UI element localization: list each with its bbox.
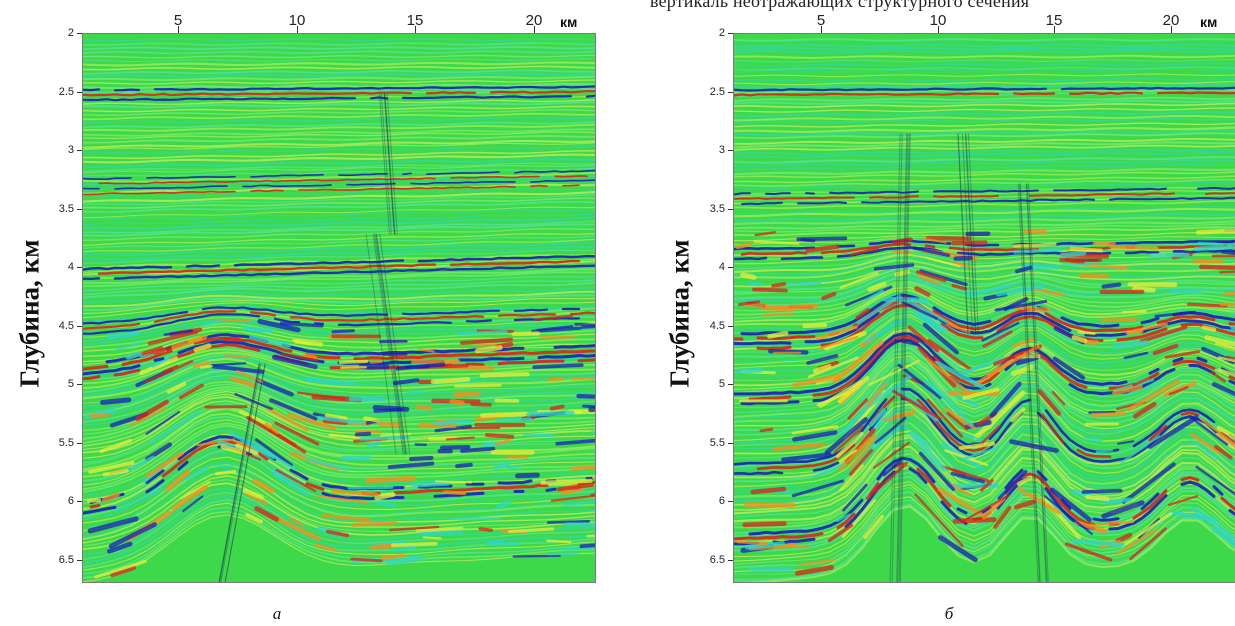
x-tick-mark [1171, 26, 1172, 33]
x-tick: 20 [1162, 12, 1180, 29]
panel-letter-b: б [944, 604, 954, 623]
y-tick-mark [77, 442, 82, 444]
x-tick-mark [534, 26, 535, 33]
y-tick-mark [77, 91, 82, 93]
y-tick-mark [77, 559, 82, 561]
seismic-section-b [733, 33, 1235, 583]
y-tick: 2.5 [709, 85, 725, 98]
y-tick: 6.5 [709, 553, 725, 566]
y-tick: 6.5 [58, 553, 74, 566]
x-tick: 10 [288, 12, 306, 29]
x-tick: 20 [525, 12, 543, 29]
x-tick: 15 [406, 12, 424, 29]
y-tick: 4 [67, 261, 74, 273]
y-tick-mark [728, 559, 733, 561]
y-tick-mark [728, 501, 733, 502]
x-tick-mark [938, 26, 939, 33]
x-tick: 5 [173, 12, 183, 29]
y-tick-mark [77, 384, 82, 385]
top-caption: вертикаль неотражающих структурного сече… [650, 0, 1030, 11]
y-tick: 2 [718, 27, 725, 39]
y-tick-mark [77, 150, 82, 151]
x-unit-label: км [560, 14, 578, 30]
y-tick: 5.5 [58, 436, 74, 449]
y-tick: 4.5 [58, 319, 74, 332]
seismic-image-a [83, 34, 595, 582]
y-tick: 3.5 [709, 202, 725, 215]
y-tick: 3 [718, 144, 725, 156]
x-tick: 15 [1045, 12, 1063, 29]
panel-letter-a: а [272, 604, 282, 623]
x-tick: 10 [929, 12, 947, 29]
y-tick-mark [728, 208, 733, 210]
y-tick: 3.5 [58, 202, 74, 215]
x-tick-mark [415, 26, 416, 33]
x-tick-mark [297, 26, 298, 33]
y-tick: 4 [718, 261, 725, 273]
y-tick: 6 [718, 495, 725, 507]
y-tick: 5 [67, 378, 74, 390]
y-tick-mark [77, 33, 82, 34]
y-tick: 2.5 [58, 85, 74, 98]
x-unit-label: км [1200, 14, 1218, 30]
seismic-image-b [734, 34, 1235, 582]
seismic-section-a [82, 33, 596, 583]
x-tick-mark [821, 26, 822, 33]
y-tick-mark [728, 91, 733, 93]
y-tick: 6 [67, 495, 74, 507]
y-tick: 5.5 [709, 436, 725, 449]
y-tick-mark [728, 384, 733, 385]
y-tick-mark [77, 501, 82, 502]
panel-a: Глубина, км 5 10 15 20 км 2 2.5 3 3.5 4 4.5 5 5… [0, 0, 600, 626]
y-tick-mark [728, 33, 733, 34]
y-tick: 3 [67, 144, 74, 156]
y-tick-mark [77, 267, 82, 268]
x-tick: 5 [816, 12, 826, 29]
y-tick: 5 [718, 378, 725, 390]
panel-b: Глубина, км 5 10 15 20 км 2 2.5 3 3.5 4 4.5 5 5… [650, 0, 1235, 626]
x-tick-mark [178, 26, 179, 33]
y-tick: 4.5 [709, 319, 725, 332]
y-tick: 2 [67, 27, 74, 39]
x-tick-mark [1054, 26, 1055, 33]
y-tick-mark [77, 208, 82, 210]
y-tick-mark [728, 150, 733, 151]
y-tick-mark [77, 325, 82, 327]
y-tick-mark [728, 325, 733, 327]
y-tick-mark [728, 442, 733, 444]
y-tick-mark [728, 267, 733, 268]
